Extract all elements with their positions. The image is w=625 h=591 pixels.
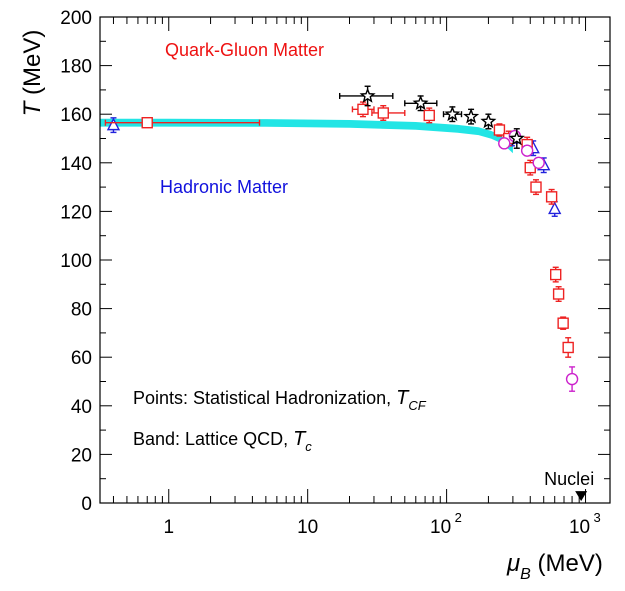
axis-ticks-layer: 0 20 40 60 80 100 120 140 160 180 200 1 10 10 2 10 3 — [60, 8, 610, 538]
square-marker — [545, 191, 558, 203]
y-tick-label: 200 — [60, 8, 92, 29]
square-marker — [141, 117, 153, 129]
lattice-band-layer — [100, 118, 513, 154]
points-note-symbol: T — [396, 387, 410, 409]
circle-data-point — [520, 144, 534, 157]
band-note-subscript: c — [305, 439, 312, 454]
star-marker — [444, 105, 461, 122]
y-tick-label: 160 — [60, 105, 92, 126]
star-data-point — [404, 94, 438, 112]
circle-data-point — [532, 156, 545, 170]
square-marker — [557, 317, 569, 329]
y-tick-label: 80 — [71, 300, 92, 321]
star-data-point — [480, 113, 497, 130]
square-data-point — [530, 179, 542, 196]
y-tick-label: 60 — [71, 348, 92, 369]
y-tick-label: 140 — [60, 154, 92, 175]
x-tick-exponent: 2 — [455, 510, 462, 525]
y-tick-label: 0 — [81, 494, 92, 515]
square-marker — [530, 181, 542, 193]
square-marker — [552, 288, 565, 300]
y-tick-label: 20 — [71, 445, 92, 466]
circle-marker — [498, 137, 511, 150]
circle-data-point — [498, 137, 511, 150]
lattice-band — [100, 118, 513, 154]
circle-data-point — [565, 366, 579, 392]
nuclei-marker-group: Nuclei — [544, 469, 594, 502]
band-note-text: Band: Lattice QCD, — [133, 429, 293, 449]
square-data-point — [557, 316, 569, 330]
x-axis-subscript: B — [520, 566, 531, 583]
y-tick-label: 180 — [60, 57, 92, 78]
square-data-point — [550, 266, 562, 283]
y-tick-label: 120 — [60, 202, 92, 223]
y-axis-unit: (MeV) — [19, 30, 46, 102]
square-data-point — [562, 337, 574, 358]
nuclei-triangle-marker — [575, 491, 588, 502]
square-marker — [493, 124, 506, 136]
star-data-point — [463, 108, 480, 125]
circle-marker — [565, 372, 579, 386]
x-axis-title: μB (MeV) — [506, 550, 603, 583]
star-marker — [412, 94, 429, 111]
x-axis-symbol: μ — [506, 550, 520, 577]
circle-marker — [520, 144, 534, 157]
nuclei-label: Nuclei — [544, 469, 594, 489]
square-marker — [423, 109, 435, 122]
qgp-label: Quark-Gluon Matter — [165, 40, 324, 60]
x-tick-label: 10 — [430, 517, 451, 538]
points-note-text: Points: Statistical Hadronization, — [133, 388, 396, 408]
square-marker — [377, 107, 389, 119]
square-data-point — [493, 123, 506, 137]
triangle-data-point — [106, 117, 121, 134]
triangle-marker — [106, 117, 121, 131]
star-marker — [463, 108, 480, 124]
points-note: Points: Statistical Hadronization, TCF — [133, 387, 427, 413]
square-marker — [357, 103, 369, 116]
star-marker — [359, 87, 376, 103]
square-marker — [550, 268, 562, 281]
star-data-point — [508, 128, 525, 149]
square-data-point — [371, 104, 406, 121]
square-data-point — [552, 286, 565, 303]
hadronic-label: Hadronic Matter — [160, 177, 288, 197]
triangle-marker — [548, 201, 562, 215]
x-tick-label: 10 — [569, 517, 590, 538]
square-data-point — [423, 107, 435, 124]
points-note-subscript: CF — [408, 398, 426, 413]
x-tick-label: 10 — [297, 517, 318, 538]
band-note-symbol: T — [293, 428, 307, 450]
data-points-layer — [104, 85, 579, 392]
band-note: Band: Lattice QCD, Tc — [133, 428, 312, 454]
x-tick-exponent: 3 — [594, 510, 601, 525]
y-axis-symbol: T — [19, 99, 46, 116]
square-data-point — [351, 101, 375, 118]
circle-marker — [532, 156, 545, 170]
square-data-point — [104, 117, 261, 129]
star-marker — [508, 130, 525, 146]
square-data-point — [545, 188, 558, 205]
star-marker — [480, 113, 497, 129]
star-data-point — [338, 85, 394, 107]
x-tick-label: 1 — [163, 517, 174, 538]
y-tick-label: 40 — [71, 397, 92, 418]
y-tick-label: 100 — [60, 251, 92, 272]
square-marker — [562, 341, 574, 354]
x-axis-unit: (MeV) — [531, 550, 603, 577]
y-axis-title: T (MeV) — [19, 30, 46, 117]
star-data-point — [442, 105, 463, 123]
